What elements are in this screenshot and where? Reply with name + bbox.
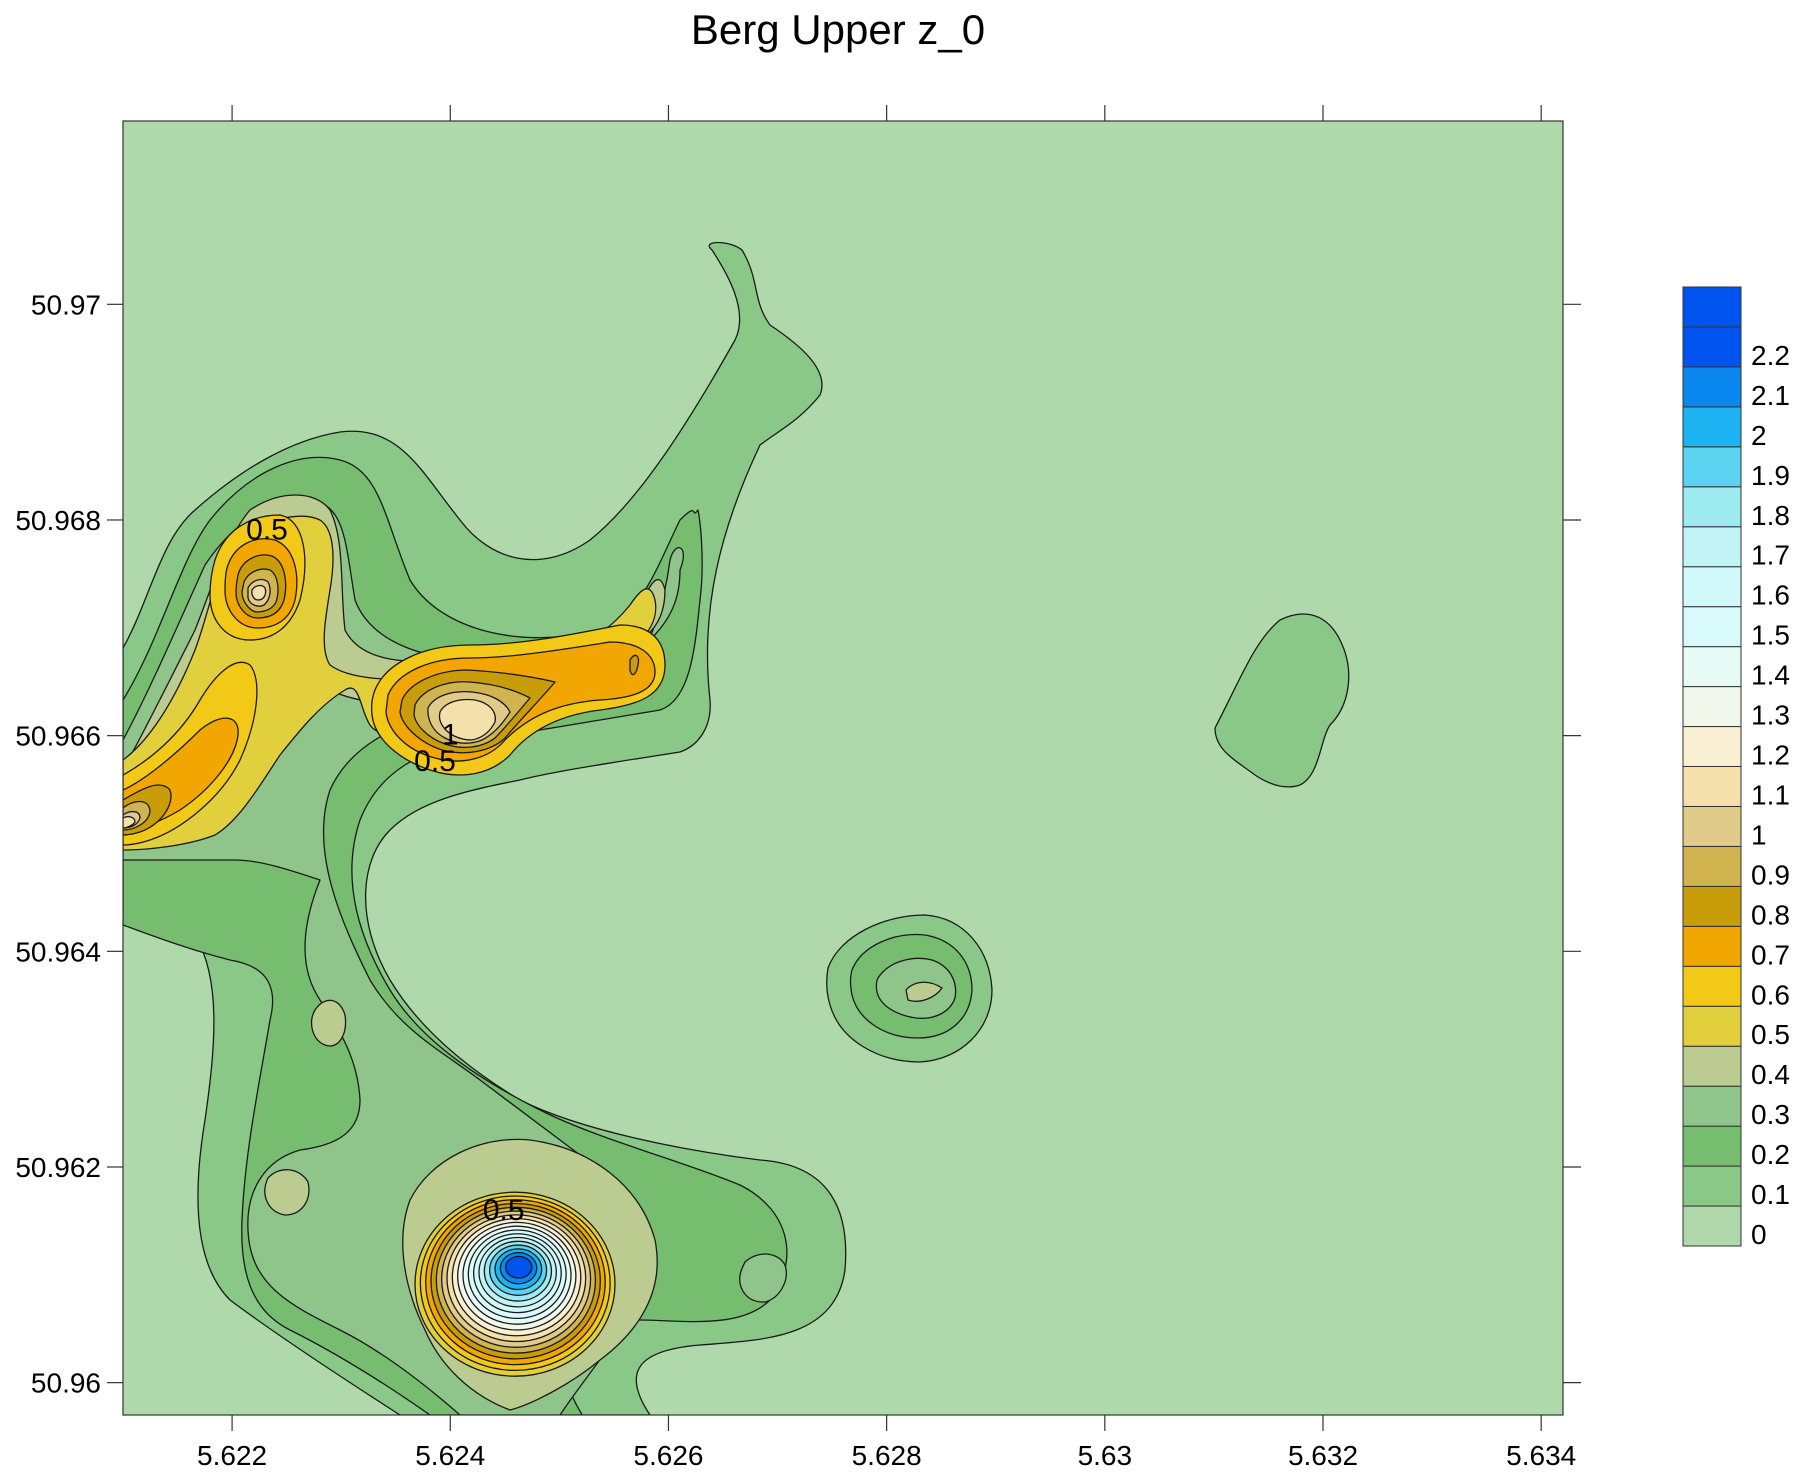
colorbar-swatch (1682, 366, 1742, 408)
colorbar-label: 1.5 (1751, 620, 1790, 651)
colorbar-swatch (1682, 965, 1742, 1007)
colorbar-swatch (1682, 805, 1742, 847)
plot-frame (122, 120, 1564, 1416)
colorbar-swatch (1682, 1125, 1742, 1167)
y-axis: 50.96 50.962 50.964 50.966 50.968 50.97 (15, 289, 1581, 1399)
contour-labels: 0.510.50.5 (246, 513, 524, 1226)
colorbar-swatch (1682, 1045, 1742, 1087)
colorbar: 0 0.1 0.2 0.3 0.4 0.5 0.6 0.7 0.8 0.9 1 1.1 1.2 1.3 1.… (1682, 286, 1790, 1250)
colorbar-label: 0 (1751, 1219, 1767, 1250)
colorbar-swatch (1682, 726, 1742, 768)
colorbar-label: 2.1 (1751, 380, 1790, 411)
colorbar-label: 0.4 (1751, 1059, 1790, 1090)
colorbar-swatch (1682, 1005, 1742, 1047)
x-tick-label: 5.622 (197, 1440, 267, 1471)
contour-region-0-7-center-tip (629, 654, 640, 676)
colorbar-swatch (1682, 1165, 1742, 1207)
colorbar-swatch (1682, 1205, 1742, 1247)
colorbar-label: 1.1 (1751, 779, 1790, 810)
colorbar-swatch (1682, 845, 1742, 887)
x-tick-label: 5.632 (1288, 1440, 1358, 1471)
x-axis: 5.622 5.624 5.626 5.628 5.63 5.632 5.634 (197, 105, 1576, 1471)
colorbar-label: 1.3 (1751, 700, 1790, 731)
y-tick-label: 50.964 (15, 936, 101, 967)
colorbar-swatch (1682, 766, 1742, 807)
colorbar-label: 1.8 (1751, 500, 1790, 531)
colorbar-label: 0.1 (1751, 1179, 1790, 1210)
colorbar-label: 0.3 (1751, 1099, 1790, 1130)
y-tick-label: 50.962 (15, 1152, 101, 1183)
contour-region-1-1-center (438, 698, 496, 741)
y-tick-label: 50.97 (31, 289, 101, 320)
colorbar-label: 2 (1751, 420, 1767, 451)
colorbar-swatch (1682, 686, 1742, 728)
x-tick-label: 5.63 (1078, 1440, 1133, 1471)
contour-region-1-1-west (123, 815, 136, 829)
colorbar-swatch (1682, 526, 1742, 568)
colorbar-swatch (1682, 1085, 1742, 1127)
colorbar-swatch (1682, 406, 1742, 448)
colorbar-swatch (1682, 446, 1742, 488)
contour-label: 0.5 (483, 1194, 525, 1227)
colorbar-label: 1 (1751, 819, 1767, 850)
contour-region-0-4-sw-b (264, 1169, 310, 1216)
colorbar-swatch (1682, 486, 1742, 528)
colorbar-label: 1.7 (1751, 540, 1790, 571)
contour-label: 0.5 (414, 745, 456, 778)
contour-region-0-4-east (905, 981, 943, 1002)
colorbar-swatch (1682, 326, 1742, 368)
y-tick-label: 50.968 (15, 505, 101, 536)
colorbar-label: 0.2 (1751, 1139, 1790, 1170)
colorbar-swatch (1682, 885, 1742, 927)
contour-fills (123, 241, 1350, 1415)
y-tick-label: 50.966 (15, 721, 101, 752)
contour-label: 0.5 (246, 513, 288, 546)
contour-region-0-4-sw-a (311, 999, 347, 1047)
colorbar-label: 0.9 (1751, 859, 1790, 890)
colorbar-swatch (1682, 925, 1742, 967)
colorbar-label: 0.7 (1751, 939, 1790, 970)
colorbar-label: 0.5 (1751, 1019, 1790, 1050)
x-tick-label: 5.626 (633, 1440, 703, 1471)
contour-ring-2.2 (505, 1255, 533, 1279)
contour-region-1-1-nw (251, 584, 267, 601)
colorbar-label: 1.6 (1751, 580, 1790, 611)
colorbar-label: 1.9 (1751, 460, 1790, 491)
x-tick-label: 5.634 (1506, 1440, 1576, 1471)
contour-region-0-3-se-small (739, 1253, 787, 1303)
colorbar-label: 1.2 (1751, 740, 1790, 771)
contour-region-0-1-far-east (1214, 613, 1350, 788)
colorbar-swatch (1682, 566, 1742, 608)
chart-title: Berg Upper z_0 (691, 6, 985, 53)
contour-label: 1 (442, 718, 459, 751)
colorbar-label: 2.2 (1751, 340, 1790, 371)
colorbar-swatch (1682, 606, 1742, 648)
colorbar-label: 0.6 (1751, 979, 1790, 1010)
colorbar-swatch (1682, 646, 1742, 688)
y-tick-label: 50.96 (31, 1368, 101, 1399)
colorbar-label: 1.4 (1751, 660, 1790, 691)
x-tick-label: 5.628 (852, 1440, 922, 1471)
colorbar-swatch (1682, 286, 1742, 328)
colorbar-label: 0.8 (1751, 899, 1790, 930)
x-tick-label: 5.624 (415, 1440, 485, 1471)
